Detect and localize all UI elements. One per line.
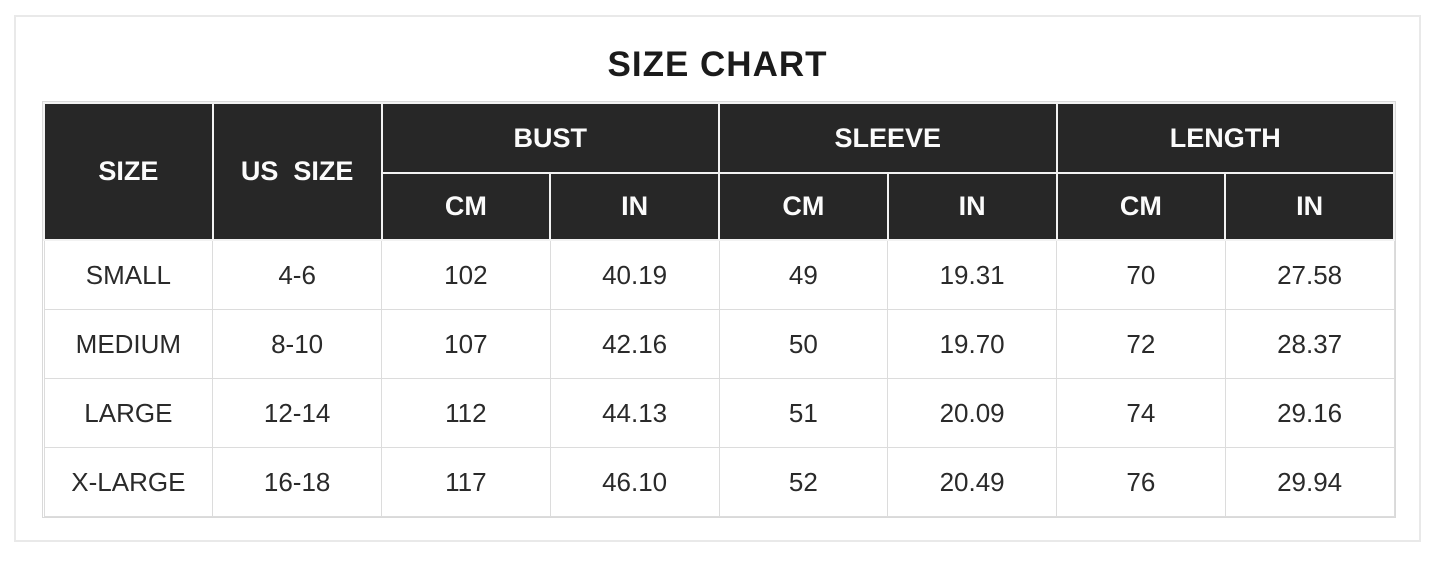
cell-sleeve-cm: 50 bbox=[718, 309, 889, 379]
cell-sleeve-in: 19.31 bbox=[887, 239, 1057, 310]
table-header: SIZE US SIZE BUST SLEEVE LENGTH CM IN CM… bbox=[43, 102, 1395, 241]
cell-sleeve-cm: 51 bbox=[718, 378, 889, 448]
cell-length-cm: 70 bbox=[1056, 239, 1226, 310]
cell-length-in: 29.16 bbox=[1224, 378, 1395, 448]
cell-sleeve-in: 19.70 bbox=[887, 309, 1057, 379]
subcol-header-sleeve-cm: CM bbox=[718, 172, 889, 241]
cell-length-cm: 76 bbox=[1056, 447, 1226, 517]
size-chart-table: SIZE US SIZE BUST SLEEVE LENGTH CM IN CM… bbox=[43, 102, 1395, 517]
cell-bust-in: 40.19 bbox=[549, 239, 720, 310]
col-header-size: SIZE bbox=[43, 102, 214, 241]
cell-length-in: 28.37 bbox=[1224, 309, 1395, 379]
cell-us-size: 8-10 bbox=[212, 309, 382, 379]
cell-us-size: 12-14 bbox=[212, 378, 382, 448]
cell-bust-cm: 102 bbox=[381, 239, 551, 310]
header-sub-row: CM IN CM IN CM IN bbox=[44, 172, 1395, 241]
col-header-us-size: US SIZE bbox=[211, 102, 383, 241]
cell-size: MEDIUM bbox=[43, 309, 214, 379]
subcol-header-length-cm: CM bbox=[1055, 172, 1227, 241]
size-chart-table-wrapper: SIZE US SIZE BUST SLEEVE LENGTH CM IN CM… bbox=[42, 101, 1396, 518]
cell-us-size: 16-18 bbox=[212, 447, 382, 517]
cell-sleeve-in: 20.49 bbox=[887, 447, 1057, 517]
cell-size: LARGE bbox=[43, 378, 214, 448]
cell-bust-cm: 117 bbox=[381, 447, 551, 517]
table-row: LARGE 12-14 112 44.13 51 20.09 74 29.16 bbox=[43, 378, 1395, 448]
subcol-header-bust-in: IN bbox=[549, 172, 720, 241]
cell-bust-cm: 107 bbox=[381, 309, 551, 379]
cell-sleeve-in: 20.09 bbox=[887, 378, 1057, 448]
cell-us-size: 4-6 bbox=[212, 239, 382, 310]
cell-bust-in: 42.16 bbox=[549, 309, 720, 379]
cell-bust-cm: 112 bbox=[381, 378, 551, 448]
subcol-header-bust-cm: CM bbox=[380, 172, 552, 241]
cell-length-in: 27.58 bbox=[1224, 239, 1395, 310]
cell-bust-in: 44.13 bbox=[549, 378, 720, 448]
group-header-bust: BUST bbox=[380, 102, 720, 174]
table-row: SMALL 4-6 102 40.19 49 19.31 70 27.58 bbox=[43, 239, 1395, 310]
header-group-row: SIZE US SIZE BUST SLEEVE LENGTH bbox=[43, 102, 1395, 241]
cell-size: X-LARGE bbox=[43, 447, 214, 517]
cell-bust-in: 46.10 bbox=[549, 447, 720, 517]
group-header-sleeve: SLEEVE bbox=[718, 102, 1058, 174]
page-title: SIZE CHART bbox=[607, 45, 828, 84]
cell-length-cm: 72 bbox=[1056, 309, 1226, 379]
page-frame: SIZE CHART SIZE US SIZE BUST SLEEVE LENG… bbox=[14, 15, 1421, 542]
group-header-length: LENGTH bbox=[1055, 102, 1395, 174]
subcol-header-length-in: IN bbox=[1224, 172, 1395, 241]
cell-length-in: 29.94 bbox=[1224, 447, 1395, 517]
cell-size: SMALL bbox=[43, 239, 214, 310]
table-row: X-LARGE 16-18 117 46.10 52 20.49 76 29.9… bbox=[43, 447, 1395, 517]
cell-sleeve-cm: 52 bbox=[718, 447, 889, 517]
cell-length-cm: 74 bbox=[1056, 378, 1226, 448]
table-row: MEDIUM 8-10 107 42.16 50 19.70 72 28.37 bbox=[43, 309, 1395, 379]
table-body: SMALL 4-6 102 40.19 49 19.31 70 27.58 ME… bbox=[43, 239, 1395, 517]
cell-sleeve-cm: 49 bbox=[718, 239, 889, 310]
subcol-header-sleeve-in: IN bbox=[886, 172, 1058, 241]
